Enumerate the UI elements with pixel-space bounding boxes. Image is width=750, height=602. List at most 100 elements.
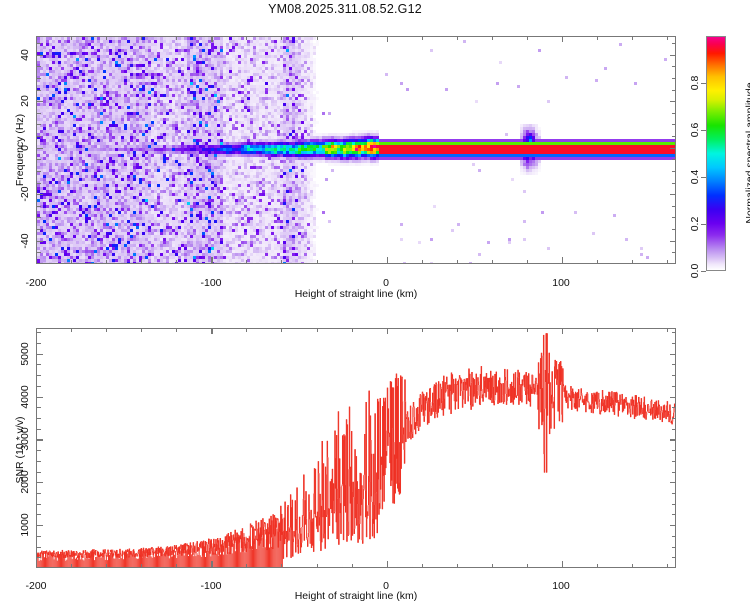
tick-mark <box>456 259 458 264</box>
tick-mark <box>491 36 493 40</box>
spectrogram-ylabel: Frequency (Hz) <box>14 113 26 187</box>
tick-mark <box>671 77 676 79</box>
ytick-top-20: 20 <box>19 95 31 107</box>
tick-mark <box>36 36 38 42</box>
xtick-top-m200: -200 <box>25 277 47 289</box>
tick-mark <box>671 217 676 219</box>
tick-mark <box>671 450 676 452</box>
tick-mark <box>36 252 41 254</box>
tick-mark <box>671 89 676 91</box>
tick-mark <box>36 493 41 494</box>
tick-mark <box>36 147 43 149</box>
tick-mark <box>281 259 283 264</box>
spectrogram-xlabel: Height of straight line (km) <box>294 288 418 300</box>
tick-mark <box>421 259 423 264</box>
tick-mark <box>671 407 676 409</box>
tick-mark <box>36 407 41 409</box>
tick-mark <box>316 563 318 568</box>
tick-mark <box>176 328 178 332</box>
tick-mark <box>456 563 458 568</box>
tick-mark <box>36 136 41 138</box>
tick-mark <box>36 89 41 91</box>
xtick-bot-m100: -100 <box>200 580 222 592</box>
tick-mark <box>701 177 706 179</box>
tick-mark <box>667 328 669 332</box>
tick-mark <box>36 525 43 527</box>
tick-mark <box>670 353 676 355</box>
tick-mark <box>36 170 41 172</box>
tick-mark <box>386 36 388 42</box>
tick-mark <box>526 328 528 332</box>
tick-mark <box>671 557 676 559</box>
tick-mark <box>141 563 143 568</box>
tick-mark <box>632 328 634 332</box>
tick-mark <box>36 332 41 334</box>
tick-mark <box>246 259 248 264</box>
tick-mark <box>671 546 676 548</box>
tick-mark <box>671 535 676 537</box>
tick-mark <box>632 259 634 264</box>
tick-mark <box>671 471 676 473</box>
tick-mark <box>701 130 706 132</box>
tick-mark <box>597 563 599 568</box>
tick-mark <box>106 328 108 332</box>
tick-mark <box>71 36 73 40</box>
xtick-top-0: 0 <box>383 277 389 289</box>
tick-mark <box>36 194 43 196</box>
snr-trace <box>37 329 675 567</box>
tick-mark <box>670 101 676 103</box>
tick-mark <box>597 328 599 332</box>
tick-mark <box>36 112 41 114</box>
tick-mark <box>671 418 676 419</box>
tick-mark <box>211 257 213 264</box>
ytick-top-m40: -40 <box>19 233 31 249</box>
tick-mark <box>526 563 528 568</box>
tick-mark <box>421 36 423 40</box>
tick-mark <box>671 124 676 126</box>
tick-mark <box>351 563 353 568</box>
tick-mark <box>671 343 676 344</box>
tick-mark <box>491 259 493 264</box>
xtick-top-m100: -100 <box>200 277 222 289</box>
tick-mark <box>671 514 676 516</box>
tick-mark <box>491 328 493 332</box>
tick-mark <box>671 252 676 254</box>
tick-mark <box>701 271 706 273</box>
tick-mark <box>71 328 73 332</box>
tick-mark <box>36 205 41 207</box>
tick-mark <box>671 136 676 138</box>
cbtick-06: 0.6 <box>689 122 701 138</box>
tick-mark <box>141 328 143 332</box>
tick-mark <box>71 259 73 264</box>
tick-mark <box>456 328 458 332</box>
snr-xlabel: Height of straight line (km) <box>294 590 418 602</box>
tick-mark <box>36 257 38 264</box>
tick-mark <box>671 493 676 494</box>
tick-mark <box>667 563 669 568</box>
spectrogram-panel <box>36 36 676 264</box>
tick-mark <box>671 112 676 114</box>
snr-ylabel: SNR (10 * v/v) <box>14 416 26 484</box>
tick-mark <box>316 36 318 40</box>
cbtick-02: 0.2 <box>689 216 701 232</box>
tick-mark <box>670 439 676 441</box>
tick-mark <box>670 194 676 196</box>
tick-mark <box>36 42 41 44</box>
snr-panel <box>36 328 676 568</box>
tick-mark <box>246 563 248 568</box>
tick-mark <box>36 396 43 398</box>
tick-mark <box>667 36 669 40</box>
tick-mark <box>701 83 706 85</box>
figure-title: YM08.2025.311.08.52.G12 <box>268 2 422 16</box>
tick-mark <box>36 546 41 548</box>
tick-mark <box>632 563 634 568</box>
tick-mark <box>36 77 41 79</box>
tick-mark <box>36 66 41 68</box>
tick-mark <box>671 428 676 430</box>
tick-mark <box>667 259 669 264</box>
tick-mark <box>671 364 676 366</box>
tick-mark <box>36 229 41 231</box>
tick-mark <box>281 563 283 568</box>
xtick-top-100: 100 <box>552 277 570 289</box>
